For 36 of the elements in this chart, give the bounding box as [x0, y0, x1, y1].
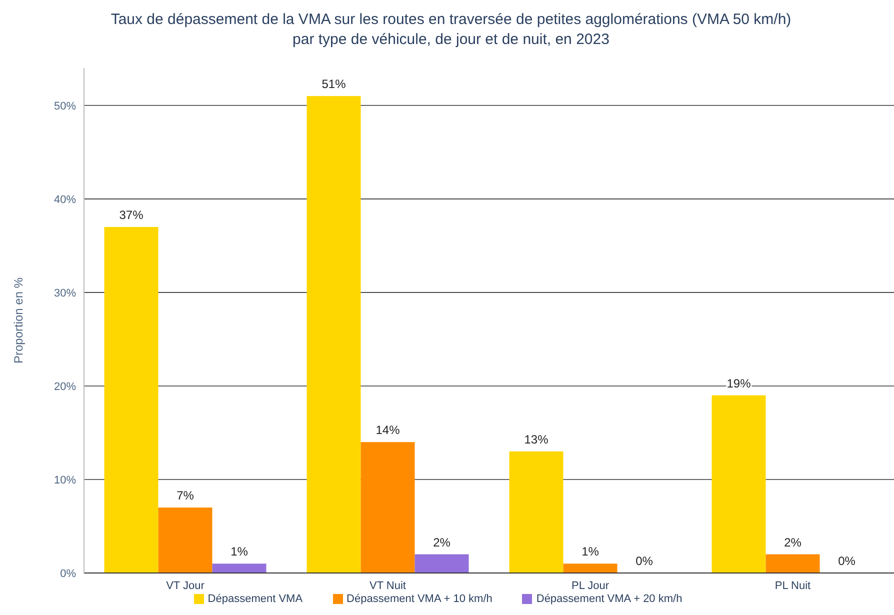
- y-tick-label: 10%: [54, 474, 76, 486]
- data-label: 7%: [176, 488, 194, 503]
- x-tick-label: PL Jour: [571, 580, 610, 592]
- bar: [158, 508, 212, 573]
- data-label: 14%: [376, 423, 400, 438]
- bar: [766, 554, 820, 573]
- data-label: 0%: [636, 554, 654, 568]
- legend-label: Dépassement VMA: [208, 593, 303, 605]
- y-tick-label: 30%: [54, 287, 76, 300]
- y-tick-label: 20%: [54, 380, 76, 393]
- legend-label: Dépassement VMA + 10 km/h: [346, 593, 492, 605]
- x-tick-label: VT Nuit: [370, 580, 406, 592]
- data-label: 1%: [582, 544, 600, 559]
- y-tick-label: 40%: [54, 194, 76, 206]
- data-label: 1%: [230, 544, 248, 559]
- y-tick-label: 50%: [54, 100, 76, 112]
- bar: [563, 564, 618, 573]
- bar: [414, 554, 469, 573]
- data-label: 13%: [524, 432, 549, 446]
- legend-label: Dépassement VMA + 20 km/h: [536, 593, 682, 605]
- bar: [360, 442, 415, 573]
- x-tick-label: VT Jour: [166, 580, 205, 592]
- data-label: 0%: [838, 554, 856, 568]
- bar: [212, 564, 266, 573]
- y-tick-label: 0%: [60, 568, 76, 580]
- data-label: 51%: [322, 77, 346, 92]
- chart-title: Taux de dépassement de la VMA sur les routes en traversée de petites agglomérations (VMA 50 km/h) par type de véhicule, de jour et de nuit, en 2023: [110, 10, 792, 50]
- bar: [306, 96, 361, 573]
- data-label: 2%: [433, 535, 451, 550]
- x-tick-label: PL Nuit: [774, 580, 811, 592]
- data-label: 2%: [784, 535, 802, 550]
- bar: [104, 226, 158, 573]
- bar: [509, 451, 564, 573]
- y-axis-title: Proportion en %: [11, 277, 26, 364]
- bar: [712, 395, 766, 573]
- data-label: 37%: [119, 208, 144, 222]
